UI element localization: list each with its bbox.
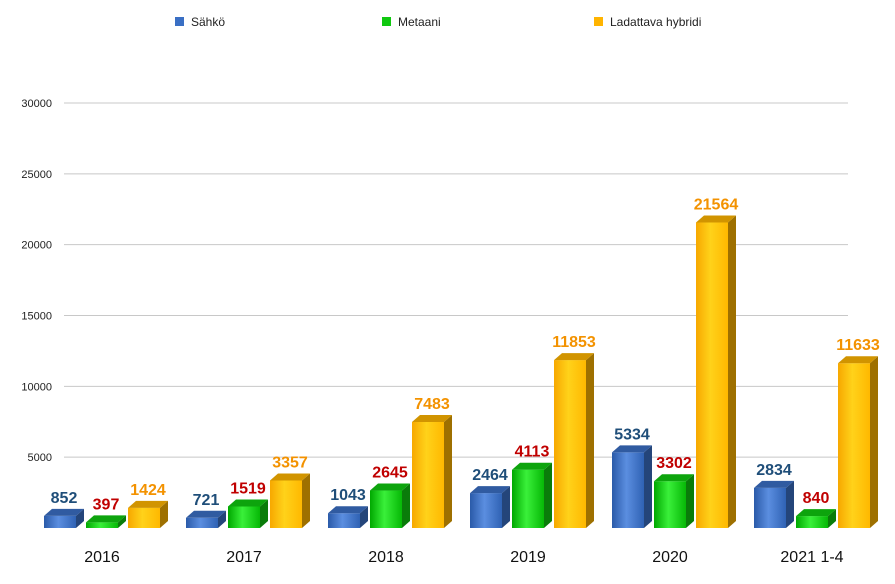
bar xyxy=(470,493,502,528)
bar xyxy=(796,516,828,528)
bar-top xyxy=(612,445,652,453)
bar xyxy=(128,507,160,528)
y-tick-label: 10000 xyxy=(21,381,52,393)
data-label: 2834 xyxy=(756,462,792,479)
legend-label: Sähkö xyxy=(191,15,225,29)
data-label: 1519 xyxy=(230,480,266,497)
data-label: 7483 xyxy=(414,396,450,413)
bar xyxy=(228,506,260,528)
data-label: 3302 xyxy=(656,455,692,472)
legend-swatch xyxy=(382,17,391,26)
data-label: 11853 xyxy=(552,334,596,351)
y-tick-label: 25000 xyxy=(21,169,52,181)
data-label: 11633 xyxy=(836,337,880,354)
legend-label: Metaani xyxy=(398,15,441,29)
bar xyxy=(654,481,686,528)
bar xyxy=(328,513,360,528)
bar xyxy=(270,480,302,528)
bar-top xyxy=(128,500,168,508)
data-label: 4113 xyxy=(515,444,550,461)
x-tick-label: 2019 xyxy=(510,549,546,566)
bar-side xyxy=(302,473,310,528)
bar-top xyxy=(270,473,310,481)
bar xyxy=(754,487,786,528)
data-label: 2645 xyxy=(372,465,408,482)
legend-swatch xyxy=(175,17,184,26)
bar xyxy=(696,222,728,528)
y-tick-label: 30000 xyxy=(21,98,52,110)
bar-side xyxy=(360,506,368,528)
bar-side xyxy=(260,499,268,528)
x-tick-label: 2020 xyxy=(652,549,688,566)
bar-side xyxy=(444,414,452,528)
data-label: 3357 xyxy=(272,454,308,471)
bar-top xyxy=(654,474,694,482)
y-tick-label: 20000 xyxy=(21,240,52,252)
bar-side xyxy=(644,445,652,528)
bar-side xyxy=(502,486,510,528)
data-label: 1043 xyxy=(330,487,366,504)
data-label: 1424 xyxy=(130,482,166,499)
bar xyxy=(412,421,444,528)
bar-top xyxy=(86,515,126,523)
bar xyxy=(554,360,586,528)
y-tick-label: 15000 xyxy=(21,311,52,323)
bar-top xyxy=(370,483,410,491)
bar-side xyxy=(218,510,226,528)
bar-top xyxy=(512,462,552,470)
bar xyxy=(838,363,870,528)
bars xyxy=(44,215,878,528)
bar-top xyxy=(838,356,878,364)
bar-top xyxy=(554,353,594,361)
bar-side xyxy=(686,474,694,528)
bar xyxy=(86,522,118,528)
bar xyxy=(186,517,218,528)
data-label: 5334 xyxy=(614,426,650,443)
bar-top xyxy=(44,508,84,516)
bar-top xyxy=(328,506,368,514)
data-label: 2464 xyxy=(472,467,508,484)
bar-side xyxy=(786,480,794,528)
data-label: 397 xyxy=(93,496,120,513)
bar-side xyxy=(76,508,84,528)
legend: Sähkö Metaani Ladattava hybridi xyxy=(175,15,701,29)
y-axis-ticks: 5000 10000 15000 20000 25000 30000 xyxy=(21,98,52,464)
bar-top xyxy=(796,509,836,517)
x-axis-ticks: 2016 2017 2018 2019 2020 2021 1-4 xyxy=(84,549,843,566)
x-tick-label: 2017 xyxy=(226,549,262,566)
bar-side xyxy=(402,483,410,528)
x-tick-label: 2016 xyxy=(84,549,120,566)
data-label: 21564 xyxy=(694,197,739,214)
bar-side xyxy=(586,353,594,528)
data-label: 721 xyxy=(193,492,220,509)
bar-top xyxy=(412,414,452,422)
data-labels: 852 397 1424 721 1519 3357 1043 2645 7483 2464 411… xyxy=(51,197,880,514)
legend-label: Ladattava hybridi xyxy=(610,15,701,29)
bar-side xyxy=(160,500,168,528)
bar-side xyxy=(728,215,736,528)
bar-side xyxy=(544,462,552,528)
bar xyxy=(612,452,644,528)
data-label: 840 xyxy=(803,490,830,507)
bar xyxy=(512,469,544,528)
bar-top xyxy=(754,480,794,488)
bar xyxy=(44,515,76,528)
bar-side xyxy=(828,509,836,528)
bar-top xyxy=(470,486,510,494)
bar-top xyxy=(696,215,736,223)
data-label: 852 xyxy=(51,490,78,507)
bar-top xyxy=(186,510,226,518)
y-tick-label: 5000 xyxy=(28,452,52,464)
legend-swatch xyxy=(594,17,603,26)
x-tick-label: 2018 xyxy=(368,549,404,566)
bar-side xyxy=(870,356,878,528)
bar-top xyxy=(228,499,268,507)
x-tick-label: 2021 1-4 xyxy=(780,549,843,566)
bar xyxy=(370,490,402,528)
bar-side xyxy=(118,515,126,528)
